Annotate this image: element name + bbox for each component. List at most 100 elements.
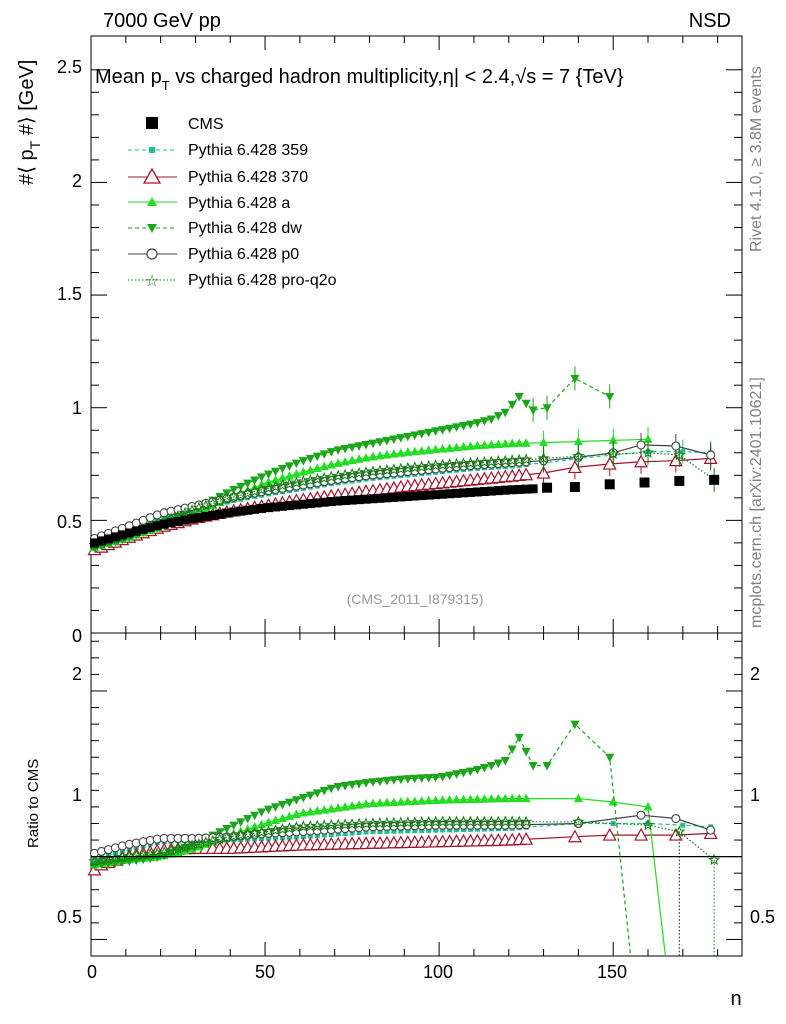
data-point-pa [291,469,301,478]
data-point-cms [604,479,615,490]
data-point-pq2o [206,497,219,509]
ratio-point-p359 [433,827,439,833]
ratio-point-pdw [431,773,441,783]
data-point-cms [542,482,553,493]
ratio-point-pdw [465,767,475,777]
process-label: NSD [689,10,731,32]
data-point-pq2o [673,448,686,461]
ratio-point-pdw [417,774,427,783]
ratio-point-pdw [514,733,524,743]
legend-entry-p359: Pythia 6.428 359 [128,142,308,159]
data-point-pa [458,442,468,451]
data-point-pq2o [178,506,191,519]
ratio-point-pdw [486,762,496,771]
data-point-pa [361,452,371,462]
ratio-point-pa [298,808,308,817]
ratio-point-p359 [454,827,460,833]
data-point-pa [403,447,413,456]
analysis-label: (CMS_2011_I879315) [347,591,484,607]
data-point-cms [180,515,190,525]
x-axis-label: n [730,988,741,1010]
ratio-point-pa [500,793,510,803]
ratio-point-pa [375,798,385,807]
data-point-cms [458,488,468,498]
data-point-cms [277,501,287,511]
ratio-point-pdw [368,778,378,787]
series-cms [89,474,720,548]
chart-title: Mean pT vs charged hadron multiplicity,η… [95,66,624,93]
data-point-cms [312,498,322,508]
data-point-cms [152,521,162,531]
ratio-point-p359 [370,829,376,835]
data-point-pdw [277,465,287,474]
ratio-series-layer [87,720,721,957]
ratio-point-pa [257,819,267,829]
ratio-point-pdw [493,759,503,769]
ratio-point-pa [271,815,281,825]
data-point-pq2o [537,452,550,464]
data-point-pdw [319,450,329,459]
y-tick-label: 1 [72,398,82,418]
ratio-point-pdw [438,772,448,782]
data-point-pdw [465,420,475,430]
data-point-cms [298,499,308,509]
source-label: mcplots.cern.ch [arXiv:2401.10621] [748,377,765,628]
data-point-cms [569,482,580,493]
legend-marker-p359 [128,147,177,153]
data-point-cms [173,516,183,526]
ratio-point-p359 [391,828,397,834]
data-point-pdw [458,422,468,431]
data-point-pdw [326,448,336,457]
data-point-cms [319,497,329,507]
ratio-point-pa [368,798,378,807]
data-point-cms [389,492,399,502]
ratio-point-p359 [363,829,369,835]
ratio-point-pa [410,796,420,805]
data-point-pdw [243,479,253,489]
data-point-pdw [605,392,615,402]
ratio-point-pdw [347,781,357,790]
ratio-tick-labels: 0.5 1 2 0.5 1 2 [57,664,775,927]
ratio-point-pdw [396,775,406,785]
ratio-point-pa [486,794,496,803]
data-point-pp0 [636,440,646,450]
legend-label: Pythia 6.428 pro-q2o [188,272,337,289]
ratio-point-p359 [412,828,418,834]
ratio-point-p359 [645,820,651,826]
data-point-p370 [519,467,534,481]
ratio-point-pp0 [671,813,681,824]
data-point-pdw [424,428,434,438]
data-point-pdw [521,399,531,409]
ratio-point-pdw [264,805,274,815]
rivet-label: Rivet 4.1.0, ≥ 3.8M events [748,66,765,252]
ratio-point-pdw [271,803,281,812]
ratio-point-pdw [298,793,308,803]
data-point-cms [250,504,260,514]
ratio-point-pdw [382,776,392,786]
data-point-cms [424,490,434,500]
data-point-cms [222,508,232,518]
data-point-pq2o [450,457,463,470]
data-point-cms [159,519,169,529]
ratio-point-pa [284,811,294,821]
data-point-pa [389,449,399,458]
ratio-point-p370 [602,827,617,841]
data-point-pa [643,434,653,443]
legend-entry-p370: Pythia 6.428 370 [128,167,308,186]
data-point-cms [472,487,482,497]
data-point-cms [305,499,315,509]
data-point-cms [382,493,392,503]
legend-entry-cms: CMS [146,116,224,133]
data-point-pa [452,442,462,452]
ratio-point-pa [452,794,462,804]
data-point-pa [410,446,420,456]
data-point-pq2o [464,456,477,469]
data-point-cms [375,493,385,503]
ratio-point-pa [465,794,475,804]
data-point-pdw [417,430,427,439]
data-point-pdw [333,446,343,455]
data-point-pq2o [506,454,519,466]
data-point-pdw [291,459,301,469]
data-point-pa [521,438,531,447]
ratio-point-pa [458,794,468,804]
